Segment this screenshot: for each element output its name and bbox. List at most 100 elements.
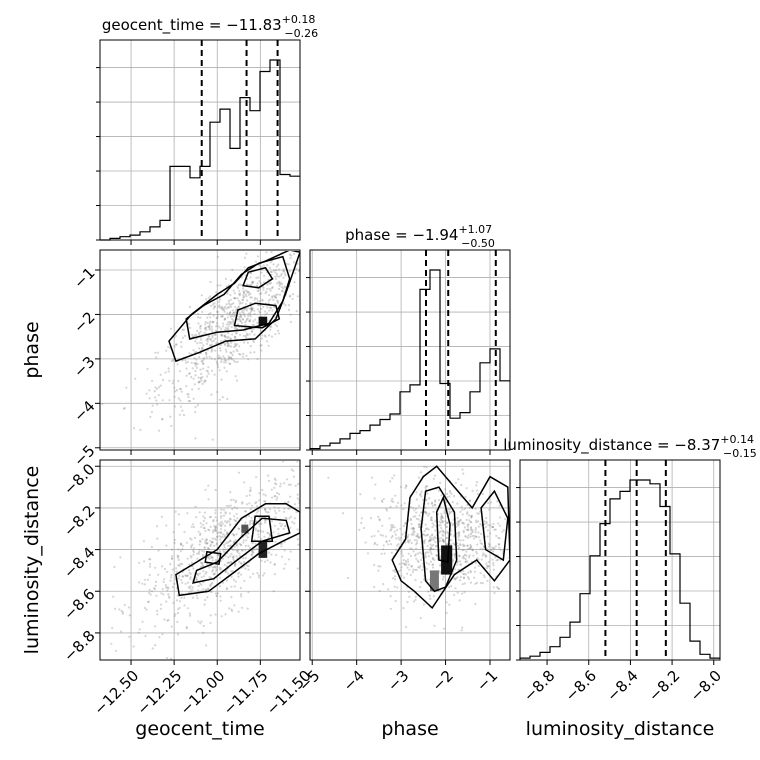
- sample-point: [201, 538, 204, 541]
- sample-point: [170, 557, 174, 560]
- sample-point: [218, 369, 221, 372]
- sample-point: [427, 528, 430, 531]
- sample-point: [461, 548, 464, 552]
- sample-point: [163, 618, 166, 621]
- sample-point: [497, 543, 501, 546]
- sample-point: [177, 548, 180, 551]
- sample-point: [237, 306, 240, 309]
- sample-point: [200, 341, 203, 344]
- sample-point: [209, 304, 213, 307]
- sample-point: [440, 515, 443, 518]
- sample-point: [200, 525, 203, 529]
- sample-point: [63, 632, 65, 634]
- sample-point: [227, 541, 230, 544]
- sample-point: [214, 528, 217, 532]
- sample-point: [458, 519, 461, 522]
- sample-point: [256, 245, 258, 247]
- sample-point: [238, 345, 241, 348]
- sample-point: [205, 353, 208, 356]
- sample-point: [229, 321, 232, 324]
- sample-point: [269, 561, 272, 564]
- sample-point: [479, 542, 482, 545]
- sample-point: [242, 296, 245, 299]
- sample-point: [239, 292, 242, 295]
- sample-point: [465, 528, 468, 532]
- sample-point: [268, 479, 271, 482]
- sample-point: [228, 544, 232, 548]
- sample-point: [279, 482, 282, 485]
- sample-point: [203, 550, 206, 553]
- sample-point: [425, 551, 428, 554]
- sample-point: [196, 572, 199, 576]
- sample-point: [280, 542, 283, 545]
- sample-point: [223, 317, 226, 321]
- sample-point: [188, 571, 191, 574]
- sample-point: [485, 554, 488, 558]
- sample-point: [210, 393, 213, 396]
- sample-point: [488, 543, 491, 547]
- sample-point: [250, 516, 253, 519]
- sample-point: [439, 539, 442, 542]
- sample-point: [207, 325, 210, 328]
- sample-point: [223, 534, 226, 537]
- sample-point: [254, 527, 258, 530]
- sample-point: [457, 535, 460, 539]
- sample-point: [488, 508, 491, 511]
- sample-point: [320, 274, 322, 276]
- sample-point: [531, 562, 533, 564]
- sample-point: [183, 530, 186, 534]
- sample-point: [419, 471, 423, 474]
- sample-point: [415, 511, 418, 514]
- sample-point: [475, 519, 478, 522]
- sample-point: [382, 497, 385, 501]
- sample-point: [304, 272, 306, 274]
- sample-point: [222, 355, 225, 358]
- sample-point: [230, 358, 234, 361]
- sample-point: [238, 554, 241, 558]
- sample-point: [274, 333, 277, 336]
- sample-point: [239, 283, 242, 286]
- sample-point: [462, 522, 465, 525]
- sample-point: [214, 516, 217, 519]
- sample-point: [161, 378, 165, 381]
- sample-point: [177, 555, 180, 558]
- sample-point: [244, 321, 247, 324]
- sample-point: [137, 631, 140, 634]
- contour-outer: [175, 503, 300, 597]
- sample-point: [224, 524, 227, 527]
- sample-point: [244, 307, 247, 310]
- sample-point: [189, 537, 192, 540]
- sample-point: [277, 506, 280, 510]
- sample-point: [187, 393, 190, 396]
- sample-point: [438, 524, 441, 527]
- sample-point: [428, 535, 431, 538]
- sample-point: [230, 341, 233, 344]
- sample-point: [248, 494, 251, 497]
- sample-point: [190, 545, 193, 548]
- sample-point: [378, 518, 381, 521]
- sample-point: [259, 529, 262, 532]
- sample-point: [420, 490, 423, 493]
- sample-point: [274, 275, 277, 278]
- sample-point: [202, 631, 205, 634]
- sample-point: [281, 283, 284, 286]
- sample-point: [270, 306, 273, 309]
- sample-point: [234, 519, 237, 523]
- sample-point: [301, 517, 303, 519]
- sample-point: [487, 524, 490, 527]
- sample-point: [446, 508, 450, 511]
- sample-point: [376, 543, 379, 546]
- sample-point: [209, 311, 212, 315]
- sample-point: [246, 290, 249, 293]
- sample-points: [327, 465, 533, 632]
- sample-point: [272, 306, 276, 309]
- sample-point: [228, 312, 231, 315]
- sample-point: [454, 587, 457, 590]
- sample-point: [395, 537, 398, 540]
- sample-point: [429, 548, 432, 551]
- sample-point: [215, 342, 218, 345]
- sample-point: [396, 528, 399, 532]
- sample-point: [165, 656, 169, 660]
- sample-point: [181, 548, 184, 551]
- sample-point: [195, 358, 198, 361]
